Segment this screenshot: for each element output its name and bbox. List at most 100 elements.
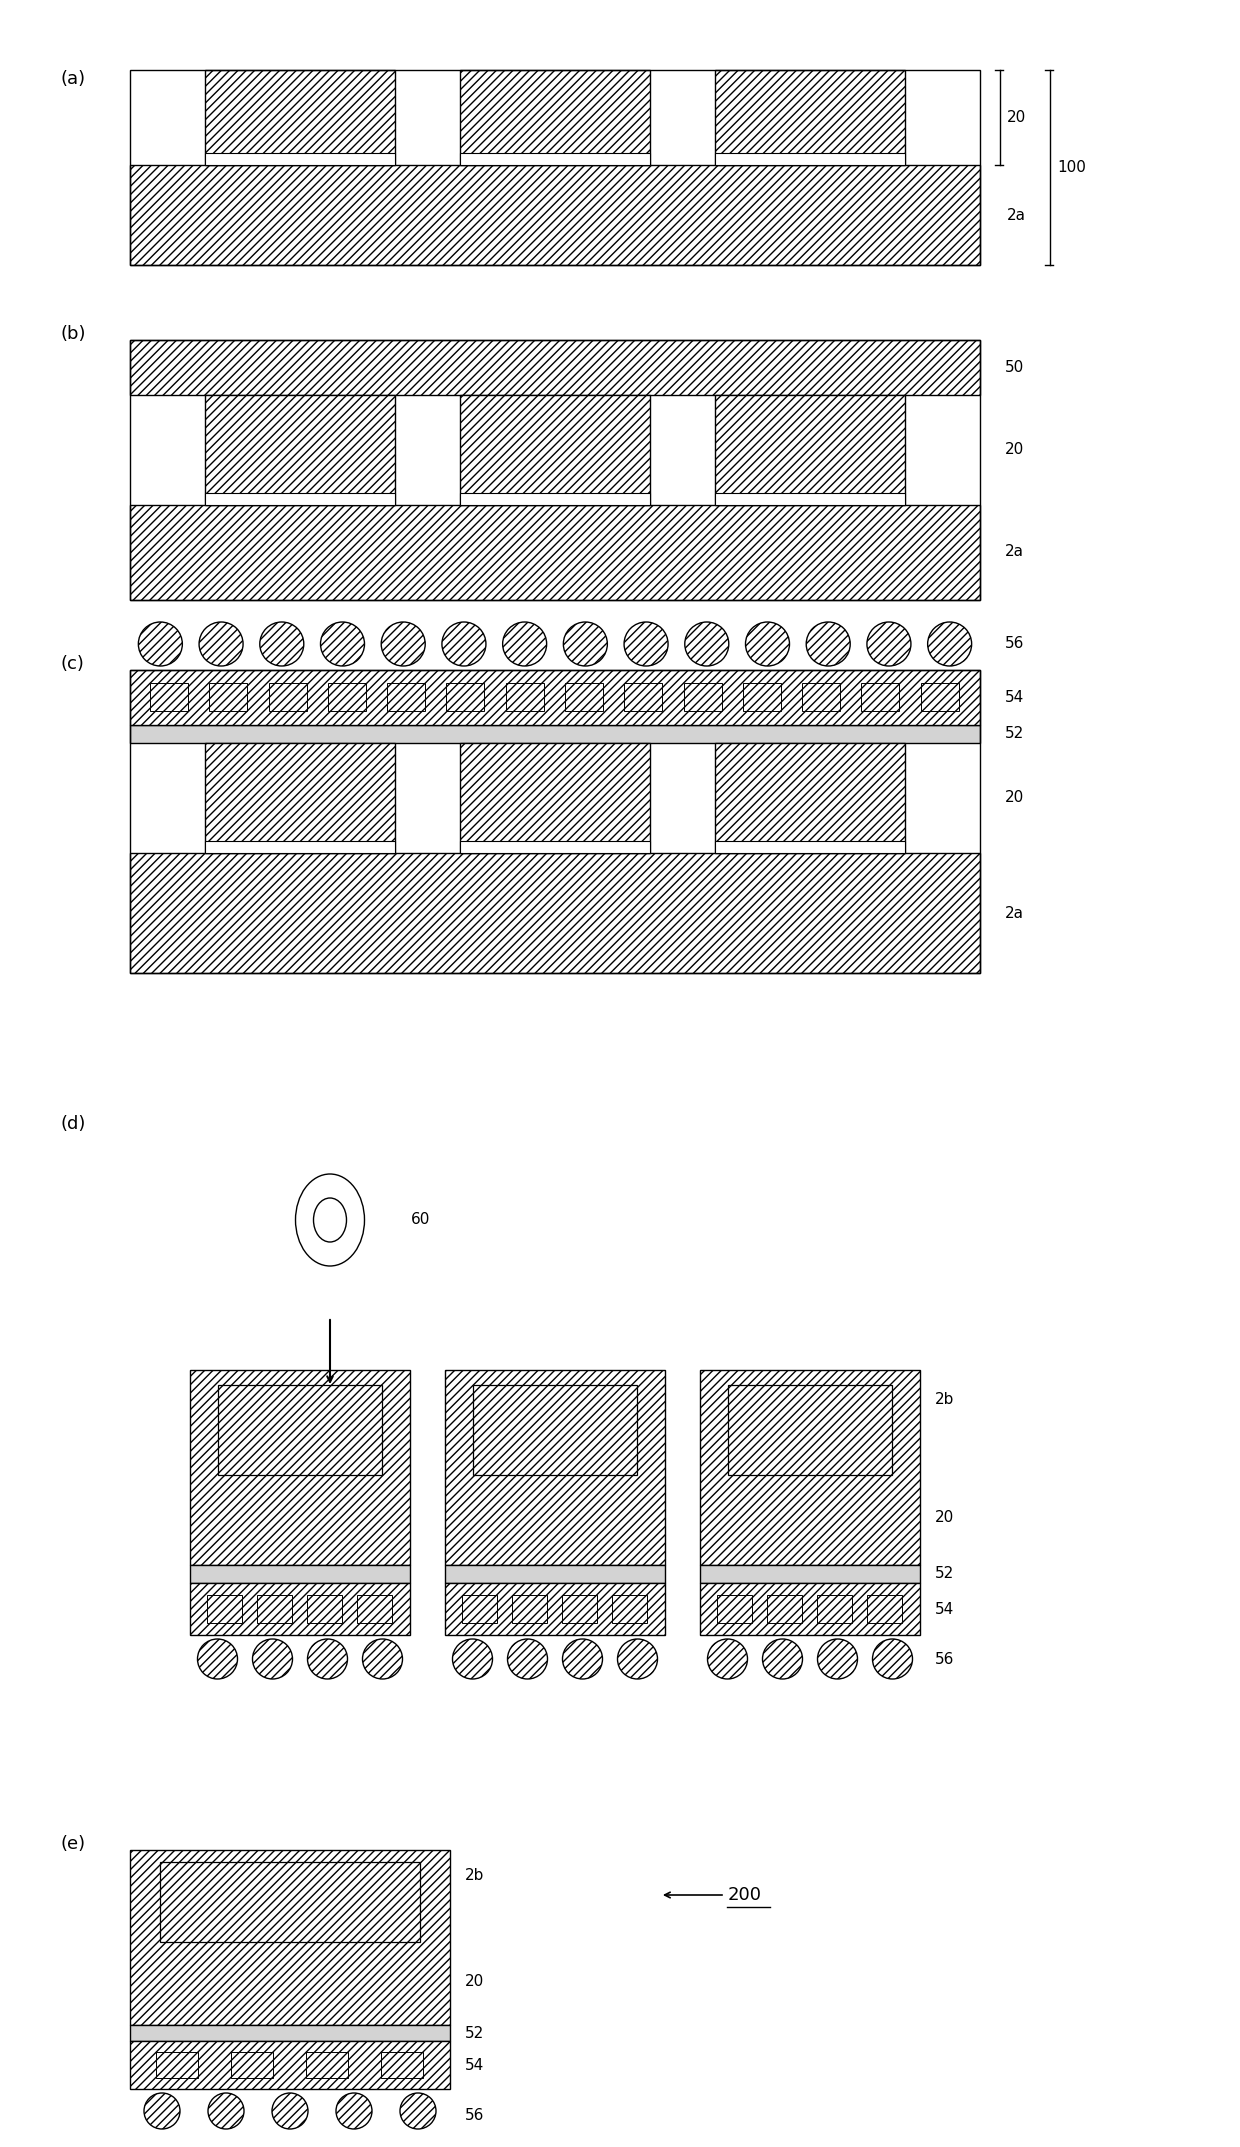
Text: 2a: 2a xyxy=(1004,906,1024,921)
Circle shape xyxy=(260,623,304,666)
Text: (c): (c) xyxy=(60,655,84,672)
Circle shape xyxy=(381,623,425,666)
Circle shape xyxy=(441,623,486,666)
Bar xyxy=(460,494,650,505)
Bar xyxy=(381,2053,423,2078)
Bar xyxy=(130,339,980,599)
Bar xyxy=(715,842,905,852)
Bar xyxy=(562,1595,596,1623)
Circle shape xyxy=(253,1638,293,1679)
Ellipse shape xyxy=(314,1198,346,1241)
Circle shape xyxy=(453,1638,492,1679)
Circle shape xyxy=(507,1638,548,1679)
Bar xyxy=(130,726,980,743)
Text: 56: 56 xyxy=(935,1651,955,1666)
Bar xyxy=(460,842,650,852)
Text: 200: 200 xyxy=(728,1885,763,1904)
Text: 20: 20 xyxy=(935,1509,955,1524)
Bar xyxy=(472,1385,637,1475)
Bar xyxy=(130,339,980,395)
Text: 54: 54 xyxy=(465,2057,485,2072)
Text: 50: 50 xyxy=(1004,359,1024,374)
Bar xyxy=(460,71,650,165)
Circle shape xyxy=(336,2093,372,2130)
Bar xyxy=(506,683,543,711)
Bar xyxy=(207,1595,242,1623)
Circle shape xyxy=(624,623,668,666)
Bar xyxy=(387,683,425,711)
Bar xyxy=(130,505,980,599)
Bar xyxy=(743,683,781,711)
Bar xyxy=(460,743,650,852)
Circle shape xyxy=(208,2093,244,2130)
Circle shape xyxy=(806,623,851,666)
Bar xyxy=(460,395,650,505)
Bar xyxy=(613,1595,647,1623)
Circle shape xyxy=(401,2093,436,2130)
Bar xyxy=(701,1582,920,1636)
Bar xyxy=(130,670,980,973)
Bar xyxy=(150,683,188,711)
Bar xyxy=(445,1582,665,1636)
Bar xyxy=(802,683,841,711)
Circle shape xyxy=(563,1638,603,1679)
Bar xyxy=(160,1861,420,1943)
Text: (b): (b) xyxy=(60,324,86,344)
Text: 2b: 2b xyxy=(465,1868,485,1883)
Bar xyxy=(565,683,603,711)
Bar xyxy=(130,2025,450,2042)
Bar xyxy=(867,1595,901,1623)
Bar xyxy=(463,1595,497,1623)
Text: 52: 52 xyxy=(1004,726,1024,741)
Bar xyxy=(205,395,396,505)
Bar xyxy=(445,1370,665,1565)
Bar xyxy=(190,1565,410,1582)
Bar xyxy=(306,2053,348,2078)
Circle shape xyxy=(684,623,729,666)
Bar xyxy=(205,743,396,852)
Bar xyxy=(446,683,485,711)
Bar xyxy=(130,1851,450,2025)
Text: 2b: 2b xyxy=(935,1393,955,1408)
Bar xyxy=(156,2053,198,2078)
Bar xyxy=(683,683,722,711)
Bar xyxy=(768,1595,802,1623)
Circle shape xyxy=(308,1638,347,1679)
Bar xyxy=(715,71,905,165)
Bar xyxy=(218,1385,382,1475)
Circle shape xyxy=(763,1638,802,1679)
Text: 54: 54 xyxy=(935,1602,955,1617)
Bar xyxy=(715,743,905,852)
Bar xyxy=(130,852,980,973)
Text: 20: 20 xyxy=(1007,109,1027,125)
Bar xyxy=(205,152,396,165)
Circle shape xyxy=(144,2093,180,2130)
Text: 56: 56 xyxy=(1004,636,1024,651)
Bar xyxy=(231,2053,273,2078)
Bar xyxy=(728,1385,892,1475)
Bar xyxy=(715,395,905,505)
Bar xyxy=(130,670,980,726)
Bar xyxy=(130,71,980,264)
Text: 2a: 2a xyxy=(1007,208,1025,223)
Bar xyxy=(624,683,662,711)
Text: 20: 20 xyxy=(1004,442,1024,457)
Ellipse shape xyxy=(295,1174,365,1267)
Bar xyxy=(205,842,396,852)
Circle shape xyxy=(817,1638,858,1679)
Circle shape xyxy=(708,1638,748,1679)
Circle shape xyxy=(867,623,911,666)
Circle shape xyxy=(618,1638,657,1679)
Circle shape xyxy=(320,623,365,666)
Bar xyxy=(512,1595,547,1623)
Bar xyxy=(445,1565,665,1582)
Bar xyxy=(862,683,899,711)
Bar xyxy=(308,1595,342,1623)
Bar xyxy=(130,2042,450,2089)
Bar xyxy=(701,1370,920,1565)
Bar xyxy=(460,152,650,165)
Circle shape xyxy=(139,623,182,666)
Bar xyxy=(190,1582,410,1636)
Bar xyxy=(357,1595,392,1623)
Circle shape xyxy=(197,1638,238,1679)
